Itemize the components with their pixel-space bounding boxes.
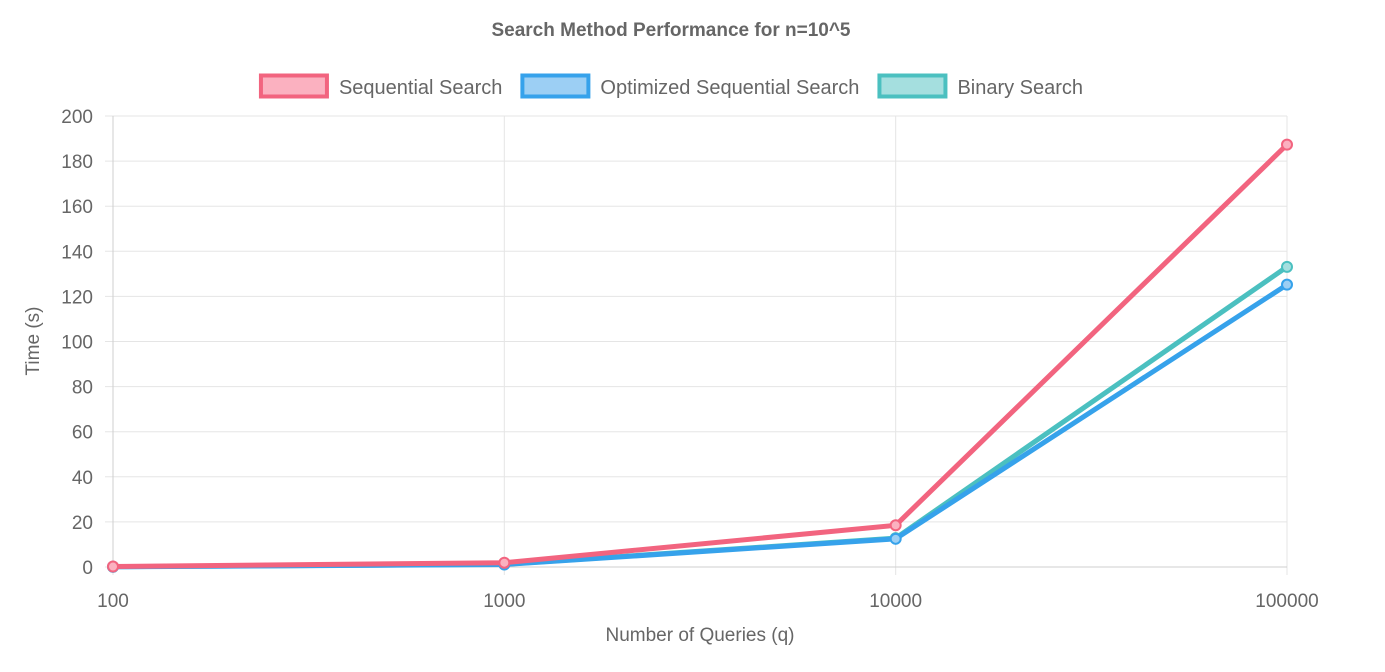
data-point[interactable]	[1281, 138, 1293, 151]
y-axis: 0 20 40 60 80 100 120 140 160 180 200	[61, 107, 93, 579]
chart-title: Search Method Performance for n=10^5	[491, 20, 850, 41]
y-tick-label: 40	[72, 468, 93, 489]
legend-item[interactable]: Sequential Search	[258, 73, 502, 100]
x-tick-label: 100000	[1255, 591, 1318, 612]
series-sequential-search	[107, 138, 1293, 573]
data-point[interactable]	[1281, 278, 1293, 291]
x-tick-label: 10000	[869, 591, 922, 612]
data-point[interactable]	[107, 560, 119, 573]
data-point[interactable]	[1281, 260, 1293, 273]
series-binary-search	[107, 260, 1293, 573]
x-tick-label: 100	[97, 591, 129, 612]
data-point[interactable]	[889, 532, 902, 545]
series-line	[110, 282, 1290, 570]
series-line	[110, 142, 1290, 570]
legend-label: Optimized Sequential Search	[600, 77, 859, 99]
legend-swatch	[258, 73, 329, 99]
legend-item[interactable]: Binary Search	[877, 73, 1083, 100]
legend: Sequential Search Optimized Sequential Se…	[258, 73, 1083, 100]
x-tick-label: 1000	[483, 591, 525, 612]
legend-item[interactable]: Optimized Sequential Search	[520, 73, 859, 100]
y-tick-label: 160	[61, 197, 93, 218]
legend-label: Sequential Search	[339, 77, 502, 99]
legend-swatch	[877, 73, 948, 99]
x-axis: 100 1000 10000 100000	[97, 591, 1319, 612]
data-point[interactable]	[498, 556, 511, 569]
y-tick-label: 140	[61, 242, 93, 263]
series-layer	[107, 138, 1293, 573]
series-optimized-sequential-search	[107, 278, 1293, 573]
x-axis-title: Number of Queries (q)	[605, 625, 794, 646]
y-tick-label: 0	[82, 558, 93, 579]
y-tick-label: 180	[61, 152, 93, 173]
y-tick-label: 20	[72, 513, 93, 534]
legend-label: Binary Search	[957, 77, 1083, 99]
y-tick-label: 200	[61, 107, 93, 128]
y-axis-title: Time (s)	[23, 307, 44, 376]
y-tick-label: 80	[72, 378, 93, 399]
legend-swatch	[520, 73, 591, 99]
grid	[105, 115, 1288, 575]
y-tick-label: 60	[72, 423, 93, 444]
data-point[interactable]	[889, 519, 902, 532]
y-tick-label: 120	[61, 287, 93, 308]
y-tick-label: 100	[61, 333, 93, 354]
